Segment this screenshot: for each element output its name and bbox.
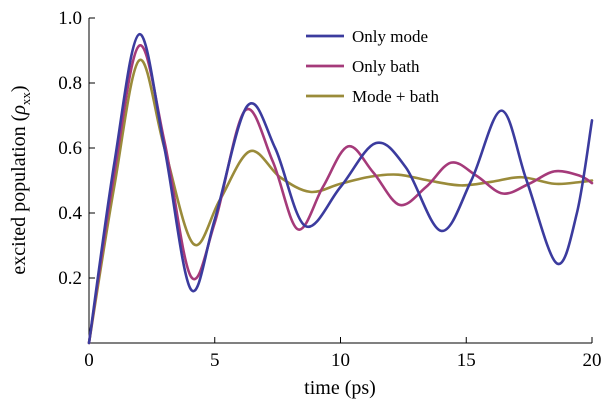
x-axis-label: time (ps) <box>304 377 376 399</box>
legend-label-only-mode: Only mode <box>352 27 428 46</box>
y-tick-label: 1.0 <box>58 8 82 29</box>
x-tick-label: 20 <box>583 350 602 371</box>
legend-label-mode-bath: Mode + bath <box>352 87 440 106</box>
legend-label-only-bath: Only bath <box>352 57 420 76</box>
series-line-only-bath <box>87 44 594 345</box>
series-group <box>87 32 594 345</box>
y-tick-label: 0.2 <box>58 268 82 289</box>
y-axis-label: excited population (ρxx) <box>8 85 33 274</box>
y-tick-label: 0.4 <box>58 203 82 224</box>
y-tick-label: 0.8 <box>58 73 82 94</box>
y-axis-label-symbol: ρ <box>8 105 30 116</box>
y-axis-label-main: excited population ( <box>8 114 30 274</box>
x-tick-label: 10 <box>331 350 350 371</box>
y-tick-label: 0.6 <box>58 138 82 159</box>
y-axis-label-subscript: xx <box>18 92 33 106</box>
ticks: 0 5 10 15 20 0.2 0.4 0.6 0.8 1.0 <box>58 8 601 371</box>
x-tick-label: 15 <box>457 350 476 371</box>
series-line-mode-bath <box>87 58 594 345</box>
y-axis-label-close: ) <box>8 85 30 92</box>
x-tick-label: 0 <box>84 350 94 371</box>
series-line-only-mode <box>87 32 594 345</box>
legend: Only mode Only bath Mode + bath <box>306 27 440 106</box>
x-tick-label: 5 <box>210 350 220 371</box>
